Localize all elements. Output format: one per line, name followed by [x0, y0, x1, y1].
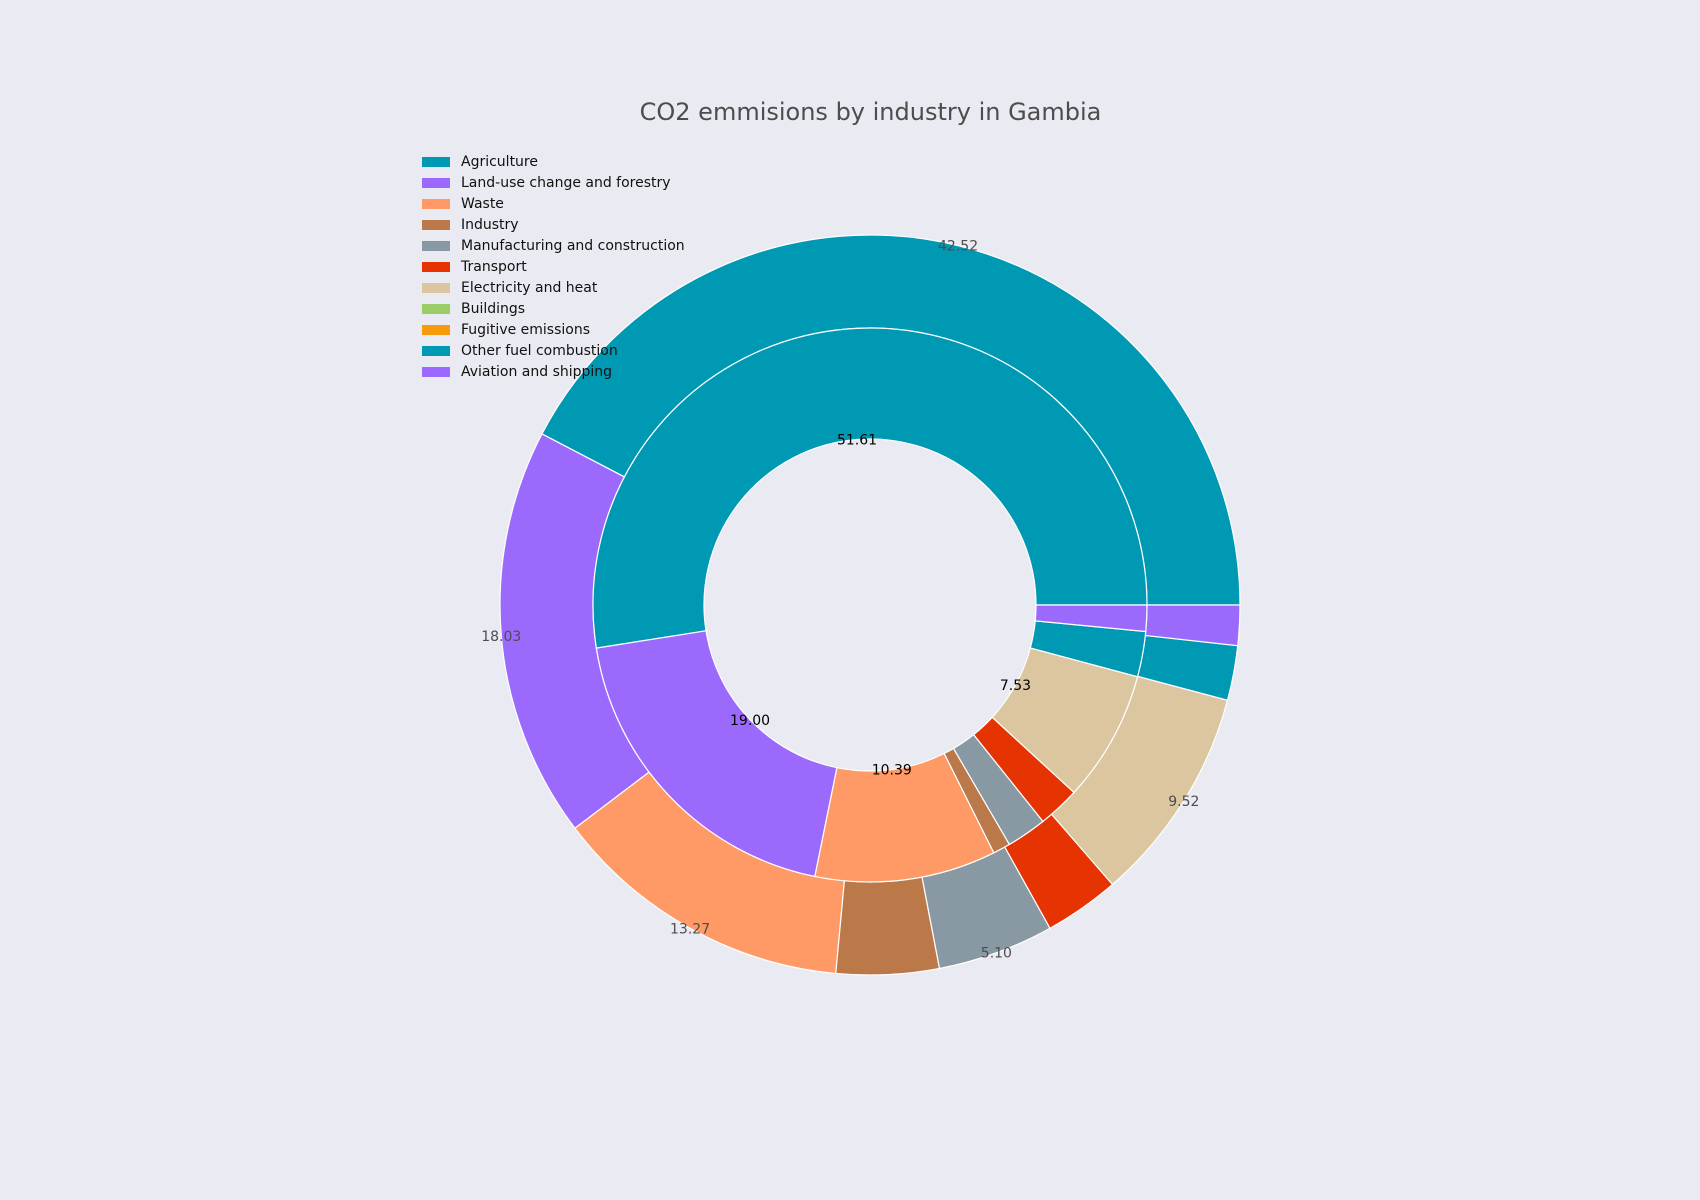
legend-label: Waste	[461, 195, 504, 212]
outer-slice-industry	[835, 876, 941, 976]
legend-swatch	[422, 366, 450, 377]
legend-swatch	[422, 345, 450, 356]
legend-label: Industry	[461, 216, 519, 233]
inner-label-agriculture: 51.61	[837, 433, 877, 449]
legend-swatch	[422, 177, 450, 188]
legend-label: Manufacturing and construction	[461, 237, 685, 254]
legend-swatch	[422, 240, 450, 251]
legend-label: Transport	[461, 258, 527, 275]
legend-item-waste[interactable]: Waste	[422, 193, 685, 214]
legend-item-land-use-change-and-forestry[interactable]: Land-use change and forestry	[422, 172, 685, 193]
inner-ring	[592, 327, 1148, 883]
legend-swatch	[422, 282, 450, 293]
inner-label-waste: 10.39	[872, 763, 912, 779]
slice-labels: 42.52 18.03 13.27 5.10 9.52 51.61 19.00 10.39 7.…	[481, 239, 1199, 962]
inner-label-land-use-change-and-forestry: 19.00	[730, 713, 770, 729]
legend-item-aviation-and-shipping[interactable]: Aviation and shipping	[422, 361, 685, 382]
legend-label: Agriculture	[461, 153, 538, 170]
legend: Agriculture Land-use change and forestry W…	[422, 151, 685, 382]
legend-label: Buildings	[461, 300, 526, 317]
legend-label: Land-use change and forestry	[461, 174, 671, 191]
legend-swatch	[422, 261, 450, 272]
inner-label-electricity-and-heat: 7.53	[1000, 678, 1031, 694]
outer-label-waste: 13.27	[670, 921, 710, 937]
legend-item-agriculture[interactable]: Agriculture	[422, 151, 685, 172]
inner-slice-land-use-change-and-forestry	[595, 630, 838, 878]
legend-label: Other fuel combustion	[461, 342, 618, 359]
legend-item-other-fuel-combustion[interactable]: Other fuel combustion	[422, 340, 685, 361]
legend-label: Fugitive emissions	[461, 321, 591, 338]
outer-label-land-use-change-and-forestry: 18.03	[481, 629, 521, 645]
legend-item-electricity-and-heat[interactable]: Electricity and heat	[422, 277, 685, 298]
legend-label: Electricity and heat	[461, 279, 598, 296]
inner-slice-aviation-and-shipping	[1034, 604, 1148, 633]
outer-label-manufacturing-and-construction: 5.10	[981, 946, 1012, 962]
legend-swatch	[422, 303, 450, 314]
inner-slice-agriculture	[592, 327, 1148, 649]
chart-title: CO2 emmisions by industry in Gambia	[639, 98, 1102, 126]
legend-label: Aviation and shipping	[461, 363, 613, 380]
legend-swatch	[422, 156, 450, 167]
legend-item-buildings[interactable]: Buildings	[422, 298, 685, 319]
outer-label-agriculture: 42.52	[938, 239, 978, 255]
legend-item-transport[interactable]: Transport	[422, 256, 685, 277]
legend-swatch	[422, 219, 450, 230]
legend-item-fugitive-emissions[interactable]: Fugitive emissions	[422, 319, 685, 340]
legend-swatch	[422, 324, 450, 335]
outer-label-electricity-and-heat: 9.52	[1168, 794, 1199, 810]
legend-item-manufacturing-and-construction[interactable]: Manufacturing and construction	[422, 235, 685, 256]
legend-item-industry[interactable]: Industry	[422, 214, 685, 235]
legend-swatch	[422, 198, 450, 209]
